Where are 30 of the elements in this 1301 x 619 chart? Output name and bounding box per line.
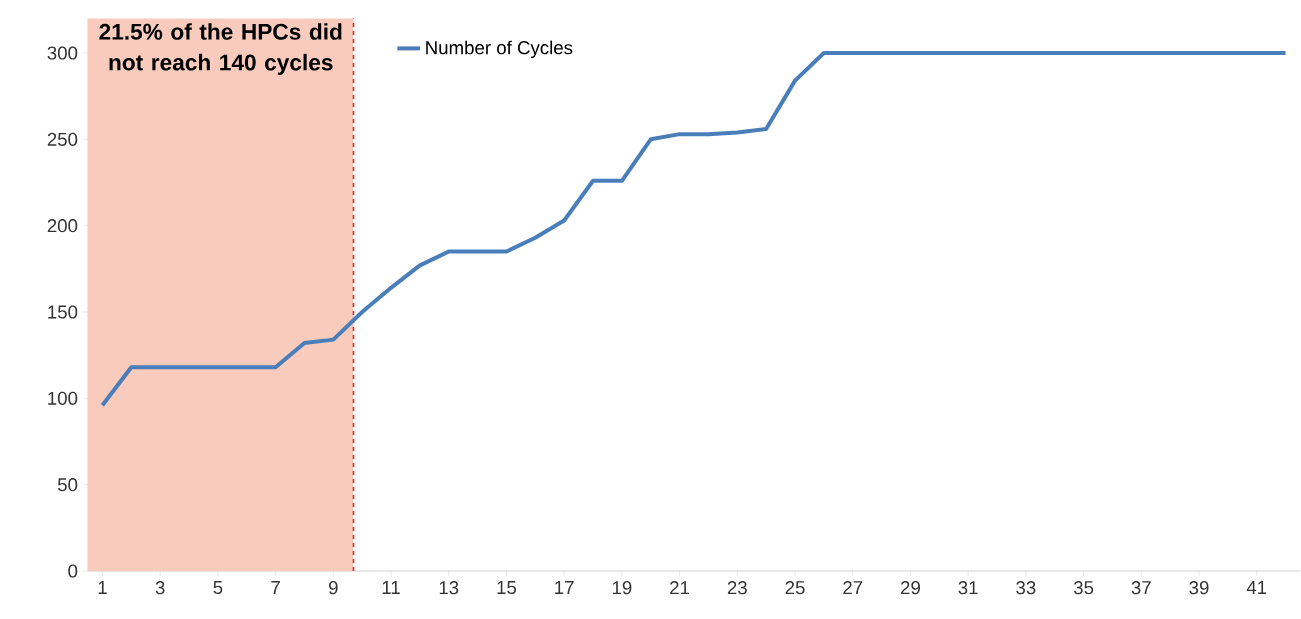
x-tick-label: 27 bbox=[843, 581, 863, 595]
x-tick-label: 15 bbox=[497, 581, 517, 595]
x-tick-label: 3 bbox=[155, 581, 165, 595]
x-tick-label: 35 bbox=[1073, 581, 1094, 595]
x-tick-label: 29 bbox=[900, 581, 920, 595]
y-tick-label: 250 bbox=[47, 132, 78, 146]
x-tick-label: 13 bbox=[439, 581, 459, 595]
x-tick-label: 25 bbox=[785, 581, 805, 595]
y-tick-label: 100 bbox=[48, 391, 78, 405]
x-tick-label: 17 bbox=[555, 581, 574, 594]
x-tick-label: 41 bbox=[1246, 581, 1267, 594]
y-tick-label: 300 bbox=[47, 46, 78, 60]
x-tick-label: 31 bbox=[958, 581, 978, 595]
x-tick-label: 37 bbox=[1131, 581, 1151, 595]
x-tick-label: 1 bbox=[98, 581, 107, 594]
x-tick-label: 33 bbox=[1016, 581, 1036, 595]
x-tick-label: 23 bbox=[727, 581, 747, 595]
x-tick-label: 7 bbox=[271, 581, 280, 594]
legend-label: Number of Cycles bbox=[426, 40, 573, 59]
x-tick-label: 19 bbox=[612, 581, 632, 595]
x-tick-label: 11 bbox=[382, 581, 400, 594]
y-tick-label: 200 bbox=[47, 219, 78, 233]
band-label: 21.5% of the HPCs did not reach 140 cycles bbox=[99, 23, 342, 75]
x-tick-label: 21 bbox=[670, 581, 690, 595]
y-tick-label: 150 bbox=[48, 305, 78, 319]
y-tick-label: 0 bbox=[68, 564, 78, 578]
x-tick-label: 39 bbox=[1189, 581, 1209, 595]
x-tick-label: 9 bbox=[328, 581, 338, 595]
x-tick-label: 5 bbox=[213, 581, 223, 595]
y-tick-label: 50 bbox=[57, 478, 78, 492]
